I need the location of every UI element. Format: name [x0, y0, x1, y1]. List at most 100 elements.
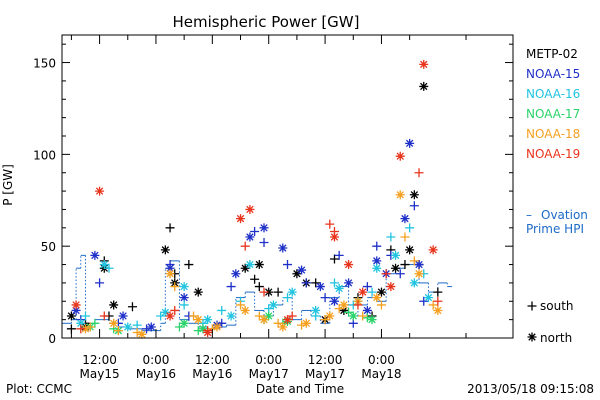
data-point-north — [268, 300, 278, 310]
data-point-south — [344, 307, 354, 317]
x-tick-label-date: May18 — [361, 367, 401, 381]
data-point-north — [339, 305, 349, 315]
data-point-south — [95, 278, 105, 288]
data-point-north — [386, 282, 396, 292]
chart-title: Hemispheric Power [GW] — [173, 13, 360, 31]
data-point-north — [254, 260, 264, 270]
data-point-north — [264, 287, 274, 297]
data-point-south — [273, 318, 283, 328]
data-point-north — [419, 81, 429, 91]
data-point-north — [419, 59, 429, 69]
data-point-north — [409, 190, 419, 200]
x-tick-label-time: 12:00 — [82, 353, 117, 367]
x-tick-label-date: May15 — [80, 367, 120, 381]
data-point-north — [334, 283, 344, 293]
legend-north-symbol — [527, 332, 537, 342]
data-point-north — [339, 300, 349, 310]
data-point-north — [428, 245, 438, 255]
data-point-south — [254, 311, 264, 321]
legend-series-label: NOAA-15 — [526, 67, 580, 81]
x-tick-label-time: 12:00 — [195, 353, 230, 367]
data-point-south — [414, 168, 424, 178]
data-point-south — [113, 326, 123, 336]
data-point-north — [414, 260, 424, 270]
data-point-north — [95, 186, 105, 196]
data-point-south — [329, 278, 339, 288]
data-point-south — [358, 311, 368, 321]
footer-plot-credit: Plot: CCMC — [6, 382, 72, 396]
data-point-south — [90, 318, 100, 328]
data-point-north — [118, 311, 128, 321]
data-point-north — [212, 322, 222, 332]
data-point-north — [165, 311, 175, 321]
data-point-north — [165, 269, 175, 279]
data-point-north — [391, 263, 401, 273]
data-point-north — [80, 324, 90, 334]
data-point-south — [334, 304, 344, 314]
data-point-north — [240, 305, 250, 315]
plot-frame — [61, 34, 514, 339]
y-tick-label: 0 — [48, 332, 56, 346]
data-point-south — [189, 311, 199, 321]
data-point-north — [329, 296, 339, 306]
data-point-south — [170, 282, 180, 292]
data-point-south — [367, 287, 377, 297]
data-point-north — [372, 293, 382, 303]
x-tick-label-date: May16 — [192, 367, 232, 381]
data-point-south — [325, 219, 335, 229]
data-point-south — [184, 260, 194, 270]
data-point-north — [325, 311, 335, 321]
data-point-north — [297, 265, 307, 275]
data-point-north — [66, 311, 76, 321]
data-point-south — [283, 293, 292, 303]
x-tick-label-time: 0:00 — [255, 353, 282, 367]
data-point-south — [409, 201, 419, 211]
data-point-north — [348, 311, 358, 321]
legend-series-label: NOAA-18 — [526, 127, 580, 141]
x-tick-label-time: 0:00 — [368, 353, 395, 367]
data-point-north — [405, 138, 415, 148]
x-tick-label-date: May17 — [305, 367, 345, 381]
data-point-south — [179, 300, 189, 310]
data-point-south — [99, 311, 109, 321]
data-point-north — [315, 282, 325, 292]
data-point-north — [109, 300, 119, 310]
data-point-south — [104, 263, 114, 273]
legend-series-label: NOAA-19 — [526, 147, 580, 161]
data-point-north — [179, 318, 189, 328]
data-point-north — [245, 204, 255, 214]
data-point-north — [236, 214, 246, 224]
data-point-north — [179, 282, 189, 292]
data-point-north — [240, 263, 250, 273]
data-point-north — [76, 318, 86, 328]
data-point-south — [353, 300, 363, 310]
legend-series-label: METP-02 — [526, 47, 578, 61]
data-point-north — [376, 287, 386, 297]
hpi-legend-label-line2: Prime HPI — [526, 222, 584, 236]
data-point-north — [259, 315, 269, 325]
data-point-north — [99, 260, 109, 270]
data-point-north — [226, 311, 236, 321]
data-point-north — [71, 300, 81, 310]
data-point-north — [179, 293, 189, 303]
data-point-south — [372, 241, 382, 251]
data-point-north — [283, 315, 292, 325]
data-point-north — [414, 269, 424, 279]
legend-series-label: NOAA-17 — [526, 107, 580, 121]
data-point-north — [160, 307, 170, 317]
data-point-south — [165, 223, 175, 233]
data-point-south — [287, 311, 297, 321]
hpi-legend-label-line1: Ovation — [541, 208, 588, 222]
data-point-north — [433, 305, 443, 315]
x-axis-label: Date and Time — [256, 382, 344, 396]
data-point-north — [90, 250, 100, 260]
data-point-north — [109, 318, 119, 328]
data-point-south — [250, 274, 260, 284]
data-point-south — [273, 287, 283, 297]
data-point-south — [362, 282, 372, 292]
data-point-south — [400, 232, 410, 242]
data-point-south — [240, 241, 250, 251]
data-point-north — [344, 278, 354, 288]
data-point-north — [358, 287, 368, 297]
